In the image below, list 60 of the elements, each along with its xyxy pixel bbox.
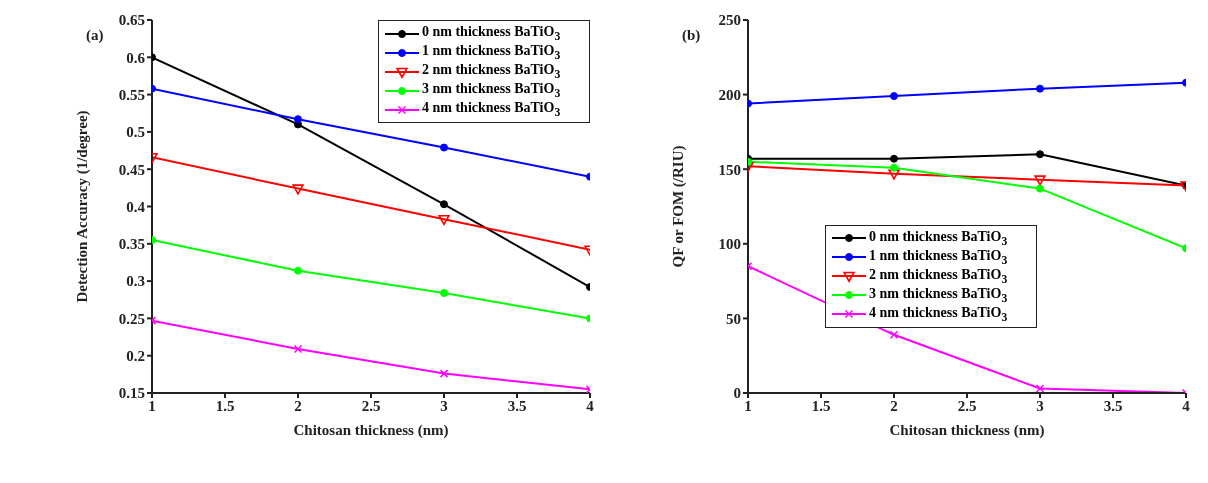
x-tick-label: 4 bbox=[1182, 397, 1191, 414]
x-tick-label: 3 bbox=[1036, 397, 1044, 414]
y-tick-label: 150 bbox=[718, 161, 741, 178]
x-tick-label: 3.5 bbox=[1103, 397, 1123, 414]
x-tick-label: 2 bbox=[294, 397, 302, 414]
y-tick-label: 0.25 bbox=[118, 310, 145, 327]
point bbox=[889, 330, 899, 340]
point bbox=[890, 92, 898, 101]
y-tick-label: 0.6 bbox=[126, 49, 146, 66]
y-tick-label: 0.15 bbox=[118, 385, 145, 402]
legend-label: 4 nm thickness BaTiO$_{3}$ bbox=[869, 304, 1008, 324]
legend-label: 0 nm thickness BaTiO$_{3}$ bbox=[869, 228, 1008, 248]
y-axis-title: QF or FOM (/RIU) bbox=[670, 145, 688, 268]
y-tick-label: 100 bbox=[718, 236, 741, 253]
y-tick-label: 50 bbox=[726, 310, 741, 327]
y-tick-label: 250 bbox=[718, 12, 741, 29]
point bbox=[1035, 384, 1045, 393]
legend-label: 0 nm thickness BaTiO$_{3}$ bbox=[422, 24, 561, 43]
legend-label: 1 nm thickness BaTiO$_{3}$ bbox=[869, 247, 1008, 267]
y-tick-label: 0.3 bbox=[126, 273, 145, 290]
point bbox=[440, 143, 448, 152]
y-tick-label: 0.4 bbox=[126, 198, 146, 215]
x-tick-label: 2 bbox=[890, 397, 898, 414]
point bbox=[440, 200, 448, 209]
chart-title: (a) bbox=[86, 27, 104, 44]
point bbox=[440, 289, 448, 298]
x-tick-label: 3.5 bbox=[507, 397, 527, 414]
y-tick-label: 0.2 bbox=[126, 348, 145, 365]
chart-title: (b) bbox=[682, 27, 701, 44]
x-tick-label: 2.5 bbox=[957, 397, 977, 414]
point bbox=[1036, 184, 1044, 193]
point bbox=[1036, 150, 1044, 159]
legend-label: 1 nm thickness BaTiO$_{3}$ bbox=[422, 43, 561, 62]
y-tick-label: 0.45 bbox=[118, 161, 145, 178]
x-tick-label: 3 bbox=[440, 397, 448, 414]
y-tick-label: 200 bbox=[718, 86, 741, 103]
x-tick-label: 1.5 bbox=[215, 397, 235, 414]
x-axis-title: Chitosan thickness (nm) bbox=[293, 422, 449, 439]
point bbox=[294, 115, 302, 124]
x-tick-label: 1 bbox=[148, 397, 156, 414]
x-axis-title: Chitosan thickness (nm) bbox=[889, 422, 1045, 439]
point bbox=[890, 163, 898, 172]
point bbox=[1036, 84, 1044, 93]
point bbox=[890, 154, 898, 163]
point bbox=[294, 266, 302, 275]
y-axis-title: Detection Accuracy (1/degree) bbox=[74, 110, 92, 303]
y-tick-label: 0.65 bbox=[118, 12, 145, 29]
legend-label: 2 nm thickness BaTiO$_{3}$ bbox=[869, 266, 1008, 286]
y-tick-label: 0.5 bbox=[126, 124, 145, 141]
y-tick-label: 0.35 bbox=[118, 236, 145, 253]
x-tick-label: 1 bbox=[744, 397, 752, 414]
x-tick-label: 4 bbox=[586, 397, 595, 414]
y-tick-label: 0 bbox=[733, 385, 741, 402]
legend-label: 3 nm thickness BaTiO$_{3}$ bbox=[422, 81, 561, 100]
legend-label: 2 nm thickness BaTiO$_{3}$ bbox=[422, 62, 561, 81]
x-tick-label: 2.5 bbox=[361, 397, 381, 414]
legend-label: 4 nm thickness BaTiO$_{3}$ bbox=[422, 100, 561, 119]
legend-label: 3 nm thickness BaTiO$_{3}$ bbox=[869, 285, 1008, 305]
y-tick-label: 0.55 bbox=[118, 86, 145, 103]
x-tick-label: 1.5 bbox=[811, 397, 831, 414]
